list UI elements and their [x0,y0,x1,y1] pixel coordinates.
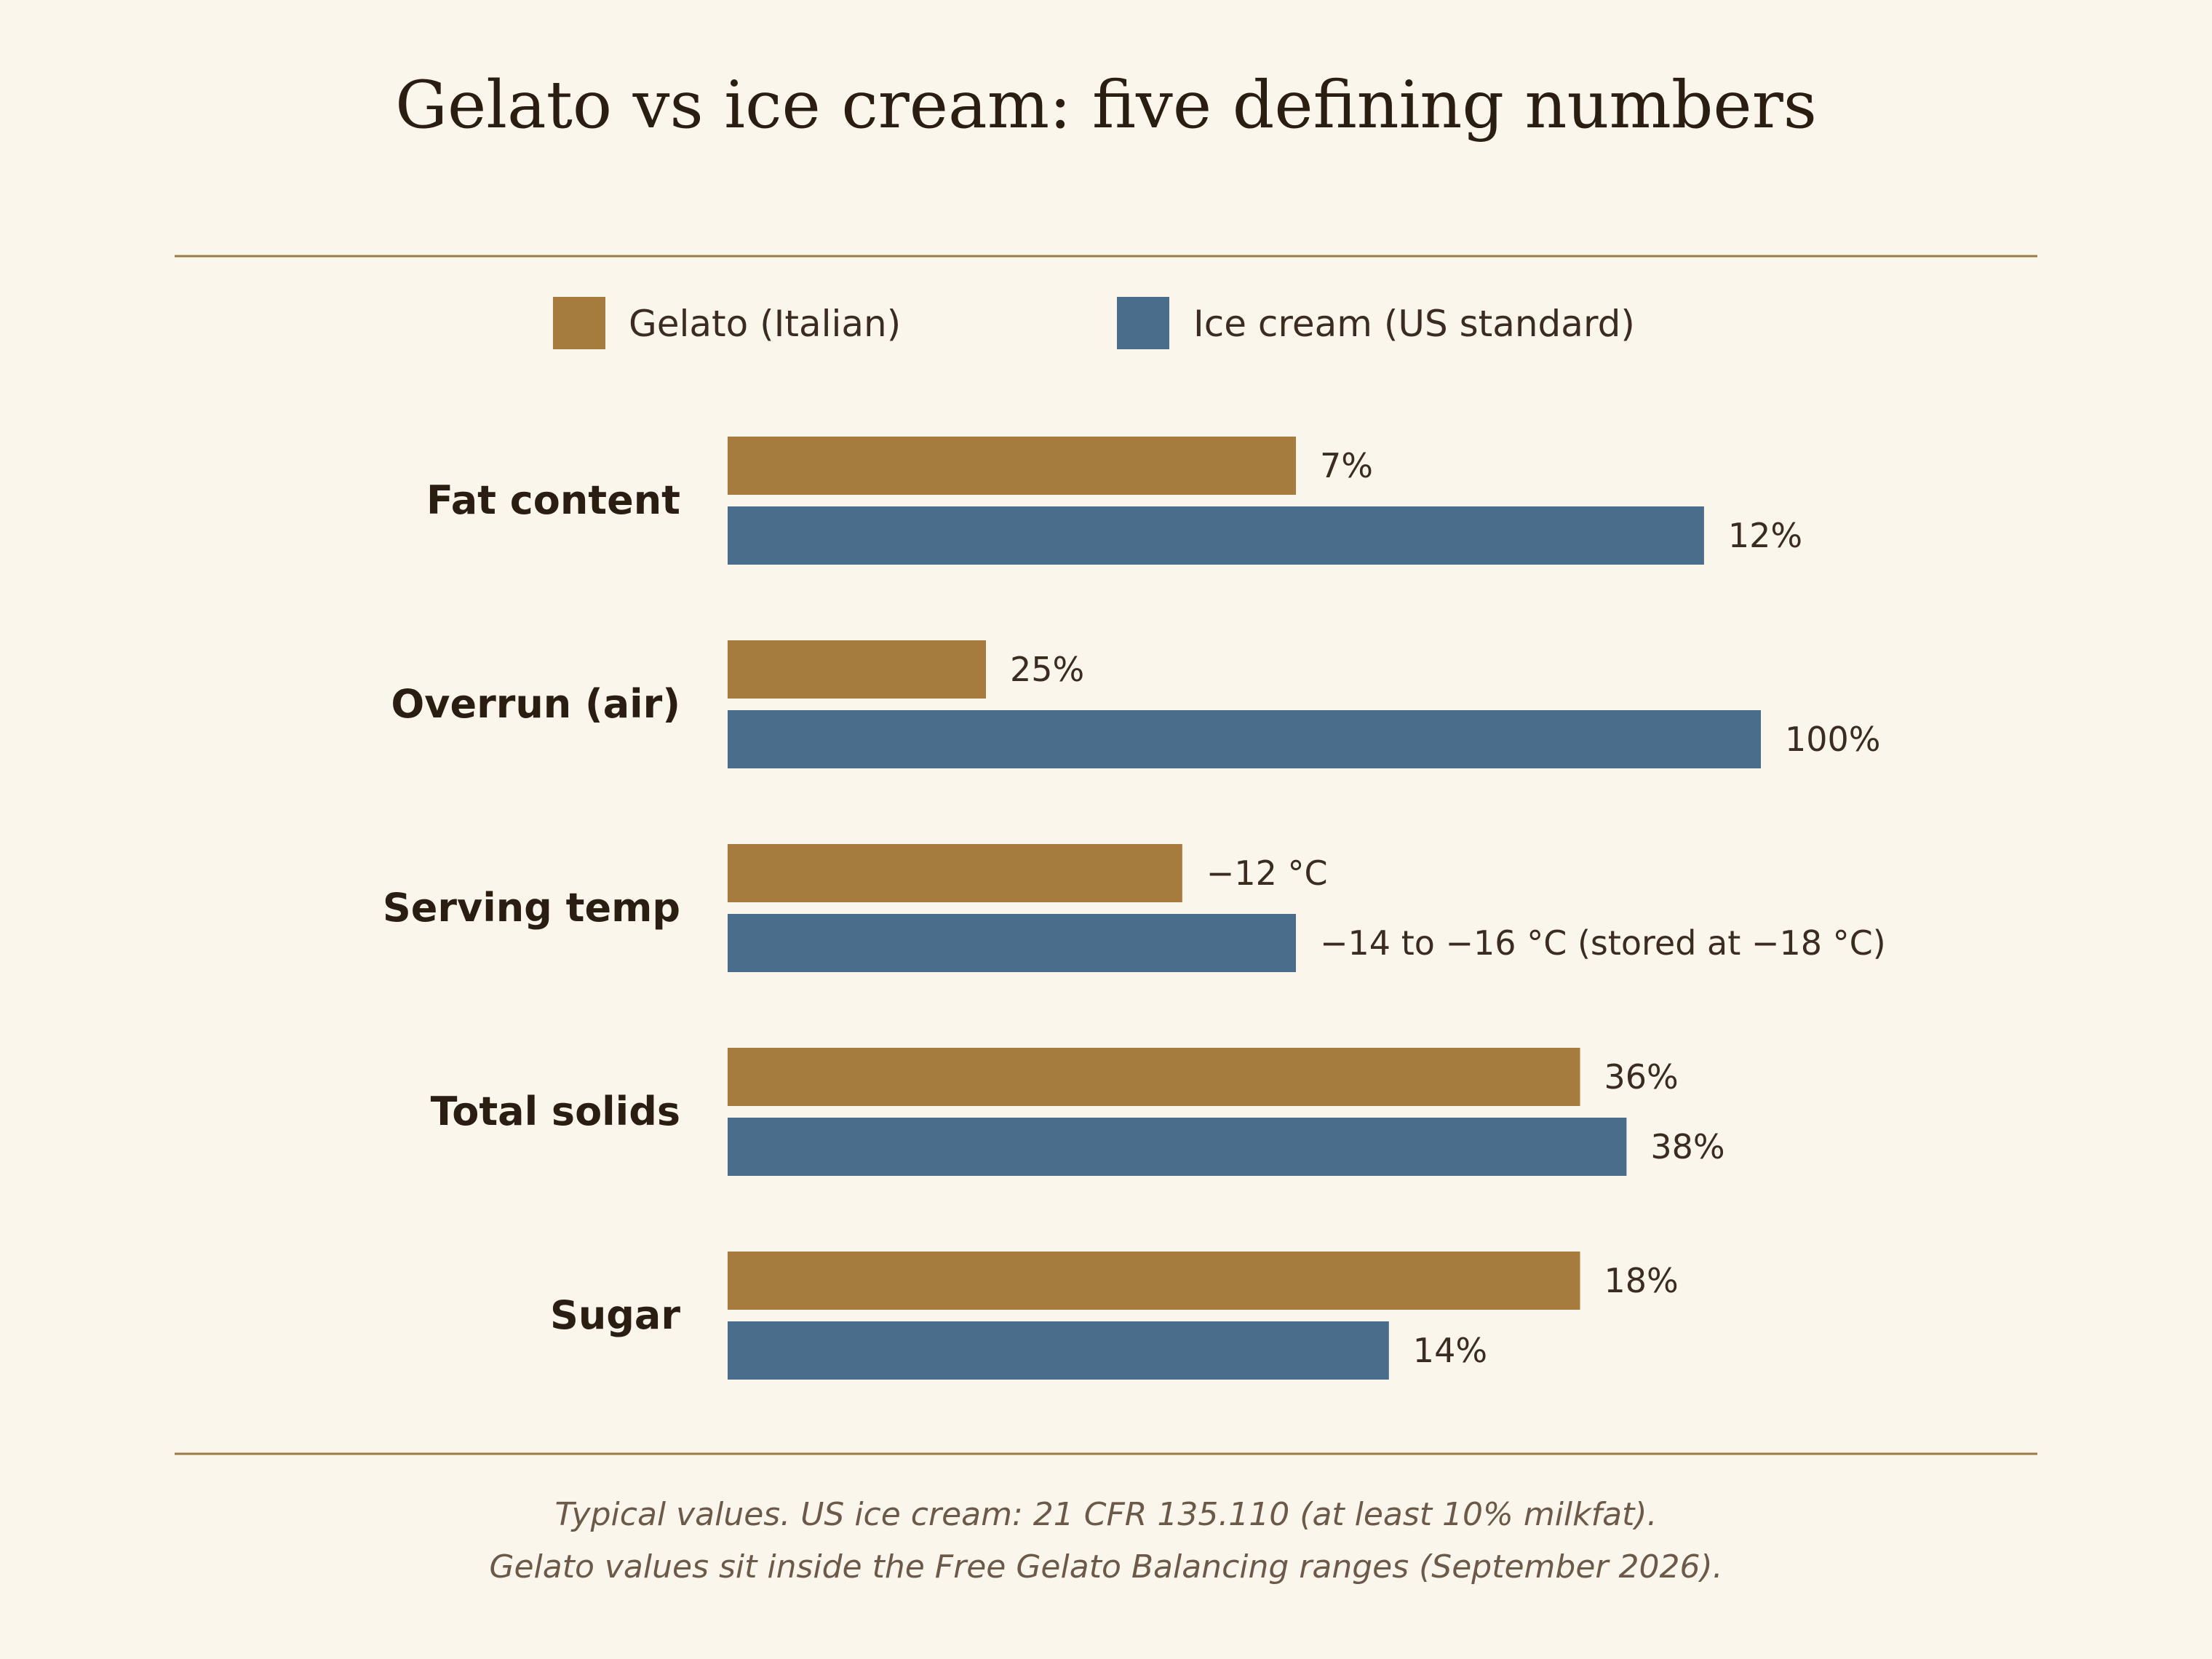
category-label-fat-content: Fat content [426,477,680,523]
bar-ice-cream-overrun-air [728,710,1761,768]
bar-ice-cream-total-solids [728,1118,1627,1176]
value-label-gelato-total-solids: 36% [1604,1057,1679,1097]
chart-title: Gelato vs ice cream: five defining numbe… [395,67,1817,143]
bar-gelato-fat-content [728,437,1296,495]
category-label-total-solids: Total solids [431,1089,680,1134]
bar-gelato-total-solids [728,1048,1580,1106]
bars-group: Fat content 7% 12% Overrun (air) 25% 100% Serv… [383,437,1886,1380]
legend-swatch-ice-cream [1117,297,1169,349]
value-label-ice-cream-overrun-air: 100% [1785,720,1881,759]
footnote-line-2: Gelato values sit inside the Free Gelato… [489,1548,1722,1586]
footnote-line-1: Typical values. US ice cream: 21 CFR 135… [555,1496,1658,1533]
bar-gelato-sugar [728,1252,1580,1310]
value-label-ice-cream-total-solids: 38% [1650,1127,1724,1166]
category-label-serving-temp: Serving temp [383,885,680,931]
bar-ice-cream-sugar [728,1321,1389,1380]
legend: Gelato (Italian) Ice cream (US standard) [553,297,1635,349]
value-label-ice-cream-serving-temp: −14 to −16 °C (stored at −18 °C) [1320,923,1886,963]
value-label-gelato-overrun-air: 25% [1010,650,1084,689]
value-label-ice-cream-sugar: 14% [1413,1331,1487,1370]
value-label-gelato-fat-content: 7% [1320,446,1373,485]
bar-ice-cream-fat-content [728,506,1704,565]
legend-label-ice-cream: Ice cream (US standard) [1193,303,1635,345]
bar-ice-cream-serving-temp [728,914,1296,972]
category-label-overrun-air: Overrun (air) [391,681,680,727]
legend-label-gelato: Gelato (Italian) [629,303,901,345]
bar-gelato-overrun-air [728,640,986,699]
bar-gelato-serving-temp [728,844,1182,902]
value-label-gelato-serving-temp: −12 °C [1206,854,1328,893]
category-label-sugar: Sugar [550,1292,680,1338]
legend-swatch-gelato [553,297,605,349]
value-label-gelato-sugar: 18% [1604,1261,1679,1300]
value-label-ice-cream-fat-content: 12% [1728,516,1802,555]
